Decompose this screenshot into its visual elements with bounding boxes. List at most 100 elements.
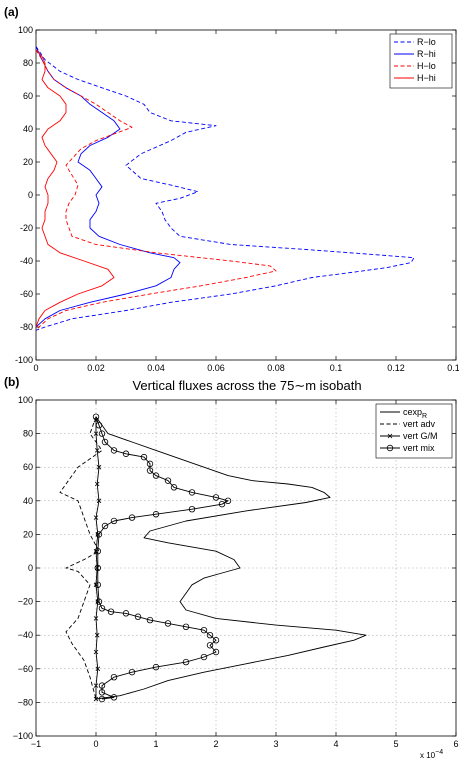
x-tick-label: 6 [453,739,458,749]
series-point-vert-mix [188,489,196,496]
series-point-vert-mix [218,500,226,508]
y-tick-label: -80 [20,322,33,332]
panel-b-title: Vertical fluxes across the 75∼m isobath [132,378,361,393]
x-tick-label: 2 [213,739,218,749]
series-point-vert-mix [134,613,142,620]
x-tick-label: 5 [393,739,398,749]
series-point-vert-mix [110,694,118,701]
panel-b-x-exponent-power: −4 [435,749,443,756]
series-point-vert-mix [212,637,220,644]
y-tick-label: −60 [18,664,33,674]
series-point-vert-g-m [93,431,99,436]
series-point-vert-mix [164,477,172,484]
series-point-vert-mix [101,522,109,530]
y-tick-label: −20 [18,597,33,607]
panel-b-series [59,413,367,703]
y-tick-label: -60 [20,289,33,299]
series-point-vert-mix [170,484,178,491]
series-point-vert-mix [206,642,214,649]
series-point-vert-g-m [94,481,100,487]
legend-box [375,403,453,459]
series-line-vert-mix [95,416,229,700]
panel-a-x-ticks: 0 0.02 0.04 0.06 0.08 0.1 0.12 0.14 [33,30,459,373]
y-tick-label: 0 [28,563,33,573]
y-tick-label: -40 [20,256,33,266]
series-point-vert-mix [95,598,103,605]
series-point-vert-mix [164,620,172,627]
x-tick-label: −1 [31,739,41,749]
series-point-vert-g-m [94,565,100,571]
panel-a-series [35,46,415,331]
series-line-vert-adv [59,416,103,700]
y-tick-label: -100 [15,355,33,365]
y-tick-label: 60 [23,462,33,472]
series-point-vert-mix [188,506,196,513]
panel-b-x-ticks: −1 0 1 2 3 4 5 6 [31,400,459,749]
series-point-vert-mix [110,447,118,454]
series-point-vert-mix [95,422,103,429]
series-point-vert-mix [98,430,106,437]
series-point-vert-g-m [96,464,102,470]
series-point-vert-mix [94,564,101,572]
series-point-vert-mix [200,626,208,634]
y-tick-label: 100 [18,25,33,35]
y-tick-label: 100 [18,395,33,405]
series-point-vert-mix [94,581,101,588]
series-point-vert-mix [98,605,106,612]
series-point-vert-g-m [94,632,100,638]
y-tick-label: 40 [23,124,33,134]
series-point-vert-mix [98,682,106,689]
x-tick-label: 0.12 [387,363,405,373]
x-tick-label: 1 [153,739,158,749]
series-point-vert-g-m [93,649,99,655]
panel-a: (a) 0 0.02 0.04 0.06 0.08 0.1 0.12 0.14 -100 -80… [4,5,459,373]
series-point-vert-mix [146,460,154,468]
series-point-vert-mix [182,623,190,630]
series-point-vert-g-m [95,666,101,672]
legend-label-cexp: cexpR [403,407,427,420]
series-point-vert-mix [212,494,220,501]
series-point-vert-mix [94,548,101,555]
series-line-r-hi [35,46,181,328]
legend-label-h-lo: H−lo [417,61,436,71]
panel-b-label: (b) [4,375,19,389]
series-point-vert-mix [206,632,214,639]
x-tick-label: 0.04 [147,363,165,373]
series-point-vert-g-m [93,582,99,588]
series-point-vert-mix [92,413,100,420]
legend-box [389,33,453,89]
series-point-vert-mix [152,663,160,671]
legend-label-r-hi: R−hi [417,49,436,59]
legend-marker-vert-g-m [387,433,393,439]
series-point-vert-mix [107,608,115,615]
y-tick-label: 20 [23,157,33,167]
series-point-vert-mix [212,648,220,656]
series-point-vert-mix [128,514,136,521]
series-point-vert-mix [182,658,190,666]
series-line-cexp [95,416,367,700]
series-point-vert-mix [152,511,160,518]
x-tick-label: 0.08 [267,363,285,373]
series-point-vert-g-m [93,683,99,688]
x-tick-label: 3 [273,739,278,749]
legend-marker-vert-mix [386,444,394,452]
panel-b: (b) Vertical fluxes across the 75∼m isob… [4,375,459,760]
series-point-vert-g-m [94,448,100,453]
series-point-vert-mix [146,467,154,474]
series-point-vert-mix [95,531,103,538]
x-tick-label: 4 [333,739,338,749]
y-tick-label: −100 [13,731,33,741]
series-point-vert-g-m [93,548,99,554]
series-point-vert-mix [110,674,118,681]
panel-a-label: (a) [4,5,19,19]
x-tick-label: 0 [33,363,38,373]
y-tick-label: −80 [18,697,33,707]
y-tick-label: -20 [20,223,33,233]
legend-label-h-hi: H−hi [417,73,436,83]
panel-a-y-ticks: -100 -80 -60 -40 -20 0 20 40 60 80 100 [15,25,456,365]
legend-label-r-lo: R−lo [417,37,436,47]
series-point-vert-g-m [93,515,99,520]
series-point-vert-mix [98,695,106,703]
